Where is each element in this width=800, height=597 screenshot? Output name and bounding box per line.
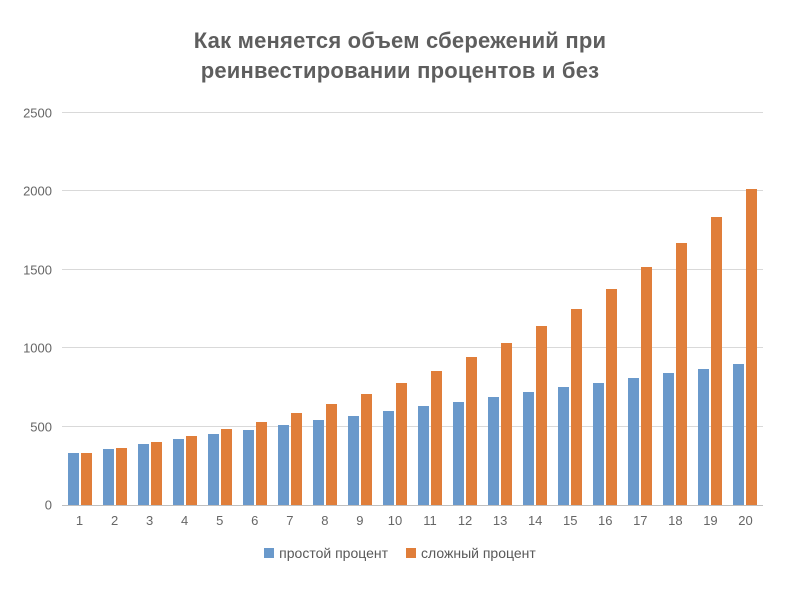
bar-simple_interest-20 <box>733 364 744 505</box>
bar-compound_interest-9 <box>361 394 372 505</box>
xtick-label-18: 18 <box>668 513 683 528</box>
xtick-label-11: 11 <box>423 513 437 528</box>
bar-simple_interest-12 <box>453 402 464 505</box>
xtick-label-12: 12 <box>457 513 473 528</box>
ytick-label-0: 0 <box>44 497 52 513</box>
bar-simple_interest-5 <box>208 434 219 505</box>
bar-compound_interest-6 <box>256 422 267 505</box>
bar-compound_interest-1 <box>81 453 92 505</box>
bar-simple_interest-13 <box>488 397 499 505</box>
bar-simple_interest-4 <box>173 439 184 505</box>
bar-compound_interest-5 <box>221 429 232 505</box>
bar-simple_interest-3 <box>138 444 149 505</box>
xtick-label-6: 6 <box>251 513 259 528</box>
legend-swatch-compound_interest <box>406 548 417 558</box>
legend-item-simple_interest: простой процент <box>264 545 388 561</box>
ytick-label-1500: 1500 <box>23 262 52 278</box>
ytick-label-1000: 1000 <box>23 340 52 356</box>
legend-swatch-simple_interest <box>264 548 275 558</box>
ytick-label-2000: 2000 <box>23 183 52 199</box>
bar-simple_interest-15 <box>558 387 569 505</box>
xtick-label-20: 20 <box>738 513 753 528</box>
gridline-500 <box>62 425 763 427</box>
bar-compound_interest-15 <box>571 309 582 505</box>
xtick-label-5: 5 <box>216 513 224 528</box>
bar-compound_interest-12 <box>466 357 477 505</box>
bar-compound_interest-17 <box>641 267 652 505</box>
gridline-1000 <box>62 347 763 349</box>
bar-simple_interest-8 <box>313 420 324 505</box>
legend-label-simple_interest: простой процент <box>279 545 389 561</box>
xtick-label-15: 15 <box>562 513 578 528</box>
bar-simple_interest-19 <box>698 369 709 505</box>
xtick-label-10: 10 <box>387 513 403 528</box>
xtick-label-14: 14 <box>527 513 543 528</box>
ytick-label-2500: 2500 <box>23 105 52 121</box>
xtick-label-4: 4 <box>181 513 189 528</box>
gridline-2000 <box>62 190 763 192</box>
bar-compound_interest-4 <box>186 436 197 505</box>
x-axis-line <box>62 505 763 506</box>
bar-simple_interest-10 <box>383 411 394 505</box>
bar-compound_interest-8 <box>326 404 337 505</box>
chart-title: Как меняется объем сбережений при реинве… <box>193 28 607 83</box>
xtick-label-9: 9 <box>356 513 364 528</box>
xtick-label-7: 7 <box>286 513 294 528</box>
bar-compound_interest-18 <box>676 243 687 505</box>
xtick-label-17: 17 <box>633 513 648 528</box>
bar-compound_interest-13 <box>501 343 512 505</box>
bar-simple_interest-7 <box>278 425 289 505</box>
bar-simple_interest-1 <box>68 453 79 505</box>
bar-compound_interest-14 <box>536 326 547 505</box>
bar-simple_interest-2 <box>103 449 114 505</box>
bar-compound_interest-2 <box>116 448 127 505</box>
xtick-label-13: 13 <box>492 513 508 528</box>
legend: простой процент сложный процент <box>0 545 800 561</box>
bar-compound_interest-3 <box>151 442 162 505</box>
xtick-label-2: 2 <box>110 513 119 528</box>
xtick-label-16: 16 <box>598 513 613 528</box>
bar-simple_interest-16 <box>593 383 604 505</box>
legend-item-compound_interest: сложный процент <box>406 545 536 561</box>
bar-simple_interest-17 <box>628 378 639 505</box>
xtick-label-3: 3 <box>146 513 154 528</box>
bar-compound_interest-7 <box>291 413 302 505</box>
xtick-label-8: 8 <box>321 513 329 528</box>
xtick-label-19: 19 <box>703 513 718 528</box>
bar-simple_interest-14 <box>523 392 534 505</box>
bar-compound_interest-16 <box>606 289 617 505</box>
bar-compound_interest-11 <box>431 371 442 505</box>
xtick-label-1: 1 <box>75 513 84 528</box>
gridline-1500 <box>62 268 763 270</box>
bar-compound_interest-20 <box>746 189 757 505</box>
bar-simple_interest-11 <box>418 406 429 505</box>
bar-simple_interest-9 <box>348 416 359 505</box>
ytick-label-500: 500 <box>30 419 52 435</box>
bar-compound_interest-10 <box>396 383 407 505</box>
bar-compound_interest-19 <box>711 217 722 505</box>
bar-simple_interest-6 <box>243 430 254 505</box>
legend-label-compound_interest: сложный процент <box>421 545 536 561</box>
bar-simple_interest-18 <box>663 373 674 505</box>
gridline-2500 <box>62 112 763 113</box>
plot-area <box>62 112 763 506</box>
